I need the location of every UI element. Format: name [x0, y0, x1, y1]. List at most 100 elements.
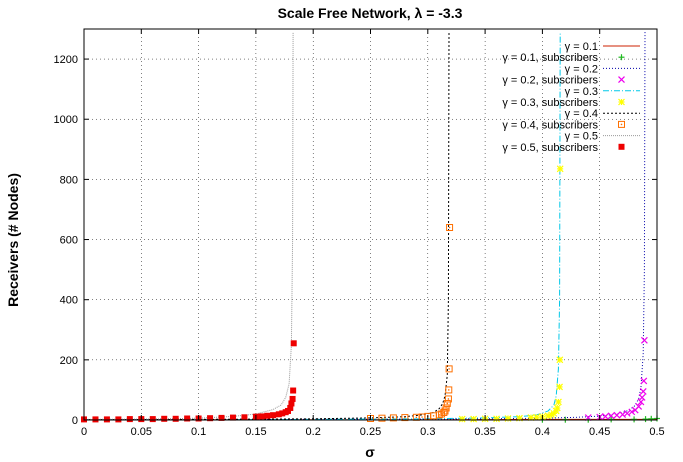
data-point — [440, 408, 448, 416]
x-tick-label: 0.25 — [360, 426, 381, 438]
axis-ticks: 0 0.05 0.1 0.15 0.2 0.25 0.3 0.35 0.4 0.45 0.5 0 200… — [54, 29, 665, 438]
legend-label: γ = 0.1, subscribers — [502, 52, 598, 64]
data-point — [149, 416, 156, 423]
data-point — [401, 414, 409, 422]
series-8 — [83, 31, 294, 420]
data-point — [442, 404, 450, 412]
data-point — [458, 415, 466, 423]
x-tick-label: 0.05 — [131, 426, 152, 438]
data-point — [443, 399, 451, 407]
data-point — [207, 415, 214, 422]
data-point — [103, 416, 110, 423]
data-point — [608, 416, 615, 423]
x-tick-label: 0.3 — [420, 426, 435, 438]
data-point — [556, 165, 564, 173]
data-point — [290, 387, 297, 394]
data-point — [556, 356, 564, 364]
legend-label: γ = 0.5 — [565, 131, 598, 143]
data-point — [161, 415, 168, 422]
data-point — [640, 336, 648, 344]
legend-label: γ = 0.4, subscribers — [502, 119, 598, 131]
data-point — [533, 413, 541, 421]
y-tick-label: 1200 — [54, 54, 78, 66]
y-axis-label: Receivers (# Nodes) — [5, 173, 21, 307]
legend-label: γ = 0.3, subscribers — [502, 97, 598, 109]
data-point — [553, 404, 561, 412]
data-point — [446, 224, 454, 232]
data-point — [279, 410, 286, 417]
data-point — [290, 340, 297, 347]
data-point — [623, 409, 631, 417]
data-point — [631, 416, 638, 423]
legend-marker-sample — [618, 143, 625, 150]
data-point — [607, 412, 615, 420]
y-tick-label: 1000 — [54, 114, 78, 126]
data-point — [289, 395, 296, 402]
x-tick-label: 0.5 — [649, 426, 664, 438]
x-axis-label: σ — [365, 444, 375, 460]
data-point — [229, 414, 236, 421]
data-point — [635, 403, 643, 410]
x-tick-label: 0.45 — [589, 426, 610, 438]
data-point — [275, 411, 282, 418]
data-point — [284, 407, 291, 414]
data-point — [639, 388, 647, 395]
x-tick-label: 0.2 — [306, 426, 321, 438]
data-point — [445, 386, 453, 394]
legend-label: γ = 0.3 — [565, 86, 598, 98]
data-point — [172, 415, 179, 422]
legend-label: γ = 0.1 — [565, 41, 598, 53]
data-point — [258, 413, 265, 420]
data-point — [270, 412, 277, 419]
legend-label: γ = 0.5, subscribers — [502, 142, 598, 154]
series-5 — [458, 165, 564, 423]
y-tick-label: 200 — [60, 355, 78, 367]
data-point — [445, 365, 453, 373]
data-point — [638, 394, 646, 401]
data-point — [493, 415, 500, 423]
data-point — [642, 416, 649, 423]
x-tick-label: 0 — [81, 426, 87, 438]
x-tick-label: 0.4 — [535, 426, 550, 438]
data-point — [184, 415, 191, 422]
legend-marker-sample — [618, 98, 625, 106]
data-point — [613, 411, 621, 419]
series-line — [84, 31, 561, 421]
y-tick-label: 600 — [60, 235, 78, 247]
series-4 — [84, 31, 561, 421]
data-point — [648, 415, 655, 422]
data-point — [288, 400, 295, 407]
series-6 — [83, 31, 450, 421]
data-point — [115, 416, 122, 423]
y-tick-label: 0 — [72, 415, 78, 427]
legend-label: γ = 0.4 — [565, 108, 598, 120]
y-tick-label: 400 — [60, 295, 78, 307]
x-tick-label: 0.35 — [474, 426, 495, 438]
data-point — [218, 414, 225, 421]
data-point — [378, 414, 386, 422]
series-9 — [81, 340, 297, 423]
data-point — [504, 415, 512, 422]
series-3 — [584, 336, 648, 422]
legend-marker-sample — [618, 76, 625, 84]
data-point — [389, 414, 397, 422]
x-tick-label: 0.1 — [191, 426, 206, 438]
data-point — [241, 414, 248, 421]
legend-marker-sample — [618, 54, 625, 61]
data-point — [444, 395, 452, 403]
series-layer — [81, 31, 660, 423]
legend-label: γ = 0.2, subscribers — [502, 75, 598, 87]
data-point — [470, 415, 478, 423]
data-point — [556, 383, 564, 391]
series-7 — [367, 224, 454, 422]
legend-marker-sample — [618, 120, 625, 128]
data-point — [264, 412, 271, 419]
data-point — [640, 377, 648, 385]
data-point — [287, 404, 294, 411]
legend-label: γ = 0.2 — [565, 63, 598, 75]
series-line — [83, 31, 294, 420]
data-point — [555, 398, 562, 406]
series-line — [83, 31, 450, 421]
